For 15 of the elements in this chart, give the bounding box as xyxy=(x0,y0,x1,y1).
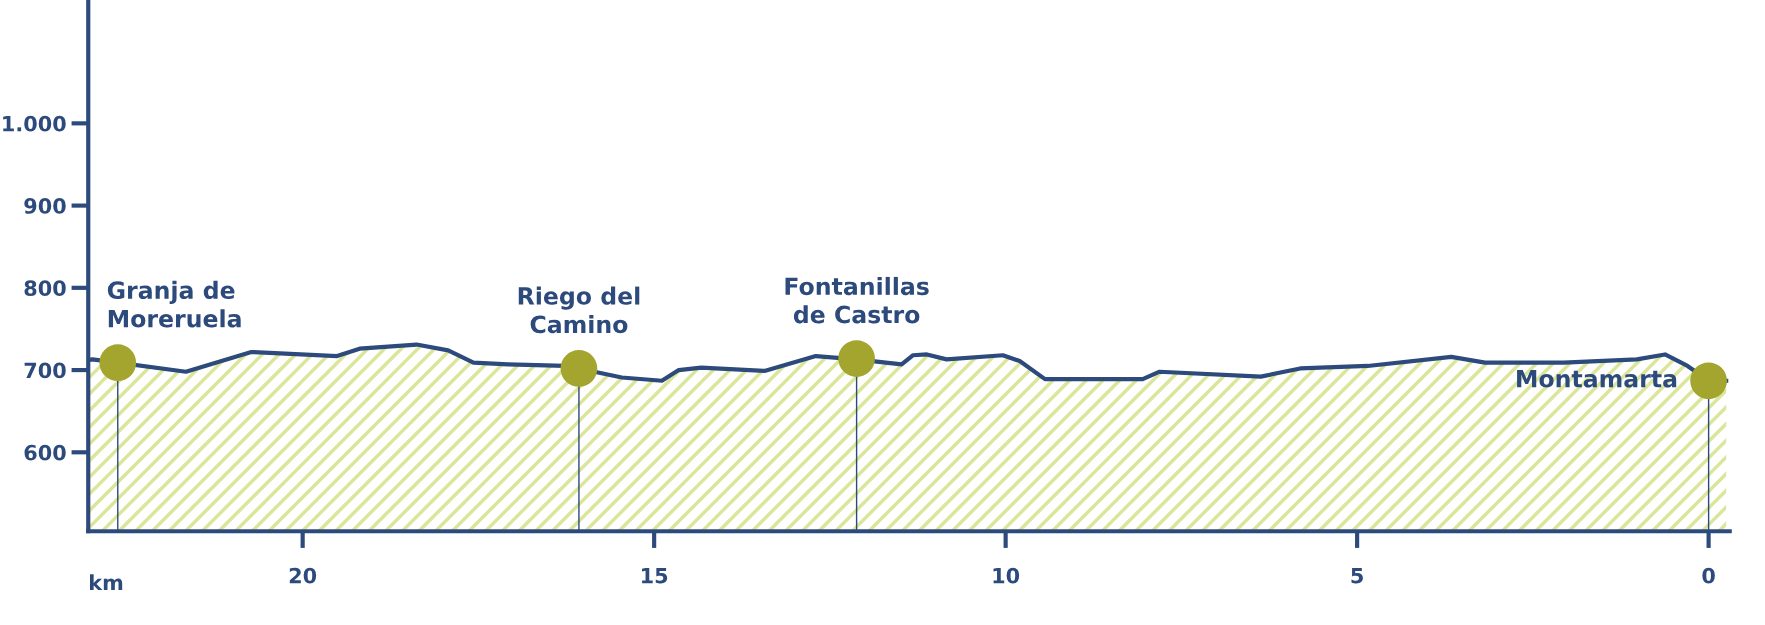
annotation: Fontanillas de Castro xyxy=(785,276,929,324)
annotation: Riego del Camino xyxy=(518,286,640,334)
x-tick-label: 0 xyxy=(1702,567,1715,584)
x-tick-label: 15 xyxy=(642,568,668,584)
y-tick-label: 700 xyxy=(24,362,66,379)
y-tick-label: 600 xyxy=(24,444,66,461)
x-tick-label: 10 xyxy=(993,567,1020,584)
annotation: Granja de Moreruela xyxy=(107,280,241,328)
x-axis-title: km xyxy=(90,574,123,591)
y-tick-label: 1.000 xyxy=(3,115,66,132)
x-tick-label: 5 xyxy=(1351,568,1363,584)
y-tick-label: 900 xyxy=(24,198,66,214)
annotation: Montamarta xyxy=(1517,370,1677,388)
y-tick-label: 800 xyxy=(24,280,66,297)
x-tick-label: 20 xyxy=(289,567,317,584)
